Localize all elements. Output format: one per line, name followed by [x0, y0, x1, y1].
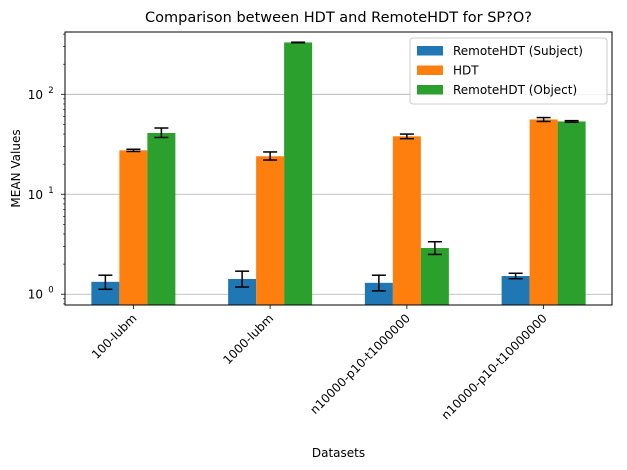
y-tick-label: 10 — [28, 188, 43, 202]
legend-label: HDT — [453, 64, 479, 78]
y-tick-label: 10 — [28, 288, 43, 302]
bar — [147, 133, 176, 305]
y-axis-ticks: 10 0 10 1 10 2 — [28, 33, 65, 305]
plot-frame — [64, 31, 613, 306]
y-tick-label: 10 — [28, 88, 43, 102]
bar — [529, 119, 558, 305]
bar — [364, 282, 393, 305]
y-axis-label: MEAN Values — [9, 129, 23, 207]
bar — [501, 276, 530, 305]
bar — [119, 150, 148, 305]
y-tick-exponent: 0 — [48, 286, 53, 296]
y-tick-exponent: 2 — [48, 86, 53, 96]
error-bars — [98, 41, 579, 292]
bar — [256, 156, 285, 305]
bar — [420, 247, 449, 305]
chart-title: Comparison between HDT and RemoteHDT for… — [145, 10, 532, 26]
legend-box — [409, 37, 608, 105]
bar — [392, 136, 421, 305]
legend-swatch — [417, 65, 443, 75]
bar — [284, 42, 313, 305]
legend-swatch — [417, 46, 443, 56]
legend-swatch — [417, 85, 443, 95]
legend-label: RemoteHDT (Object) — [453, 83, 577, 97]
legend: RemoteHDT (Subject) HDT RemoteHDT (Object) — [409, 37, 608, 105]
bar — [91, 281, 120, 305]
bars — [91, 42, 586, 305]
x-axis-label: Datasets — [312, 446, 365, 460]
y-tick-exponent: 1 — [48, 186, 53, 196]
bar — [557, 121, 586, 305]
legend-label: RemoteHDT (Subject) — [453, 44, 583, 58]
